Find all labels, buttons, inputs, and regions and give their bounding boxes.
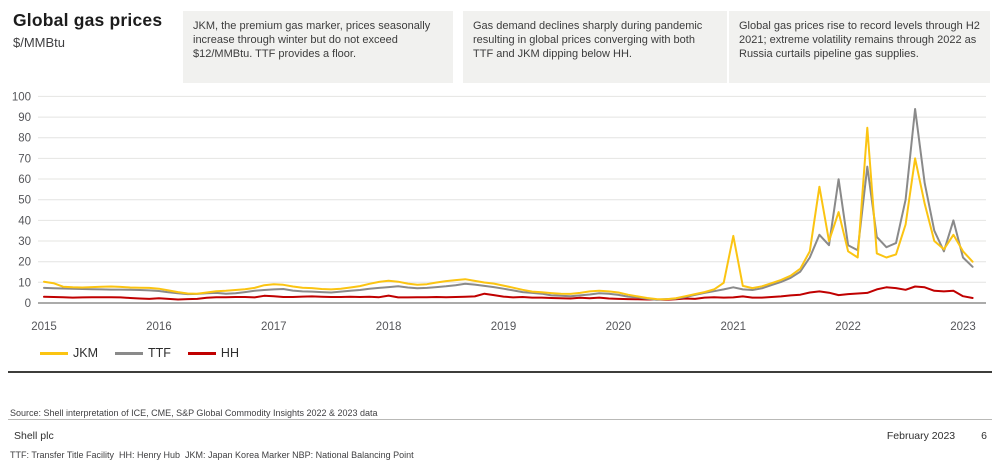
svg-text:2017: 2017: [261, 321, 287, 333]
svg-text:2023: 2023: [950, 321, 976, 333]
footer-divider: [8, 419, 992, 420]
title-block: Global gas prices $/MMBtu: [13, 10, 162, 50]
svg-text:0: 0: [25, 298, 31, 310]
svg-text:80: 80: [18, 133, 31, 145]
legend-item-jkm: JKM: [40, 346, 98, 360]
svg-text:10: 10: [18, 277, 31, 289]
svg-text:50: 50: [18, 195, 31, 207]
svg-text:40: 40: [18, 215, 31, 227]
annotation-pandemic: Gas demand declines sharply during pande…: [463, 11, 727, 83]
svg-text:2021: 2021: [721, 321, 747, 333]
slide-footer: Shell plc February 2023 6: [14, 430, 987, 442]
svg-text:60: 60: [18, 174, 31, 186]
svg-text:2020: 2020: [606, 321, 632, 333]
svg-text:100: 100: [12, 91, 31, 103]
hh-line-swatch-icon: [187, 351, 216, 355]
jkm-line-swatch-icon: [40, 351, 68, 355]
svg-text:2022: 2022: [835, 321, 861, 333]
legend-label-hh: HH: [220, 346, 239, 360]
page-title: Global gas prices: [13, 10, 163, 30]
svg-text:2018: 2018: [376, 321, 402, 333]
page-number: 6: [981, 430, 987, 442]
ttf-line-swatch-icon: [115, 351, 143, 355]
source-note: Source: Shell interpretation of ICE, CME…: [10, 408, 378, 418]
price-chart: 0 10 20 30 40 50 60 70 80 90 100 2015 2016 2017 2018 20…: [12, 91, 986, 333]
annotation-volatility: Global gas prices rise to record levels …: [729, 11, 990, 83]
definitions-note: TTF: Transfer Title Facility HH: Henry H…: [10, 450, 414, 460]
legend-label-ttf: TTF: [148, 346, 171, 360]
legend-label-jkm: JKM: [73, 346, 98, 360]
footnotes: Source: Shell interpretation of ICE, CME…: [10, 378, 414, 476]
svg-text:20: 20: [18, 257, 31, 269]
legend-item-hh: HH: [187, 346, 239, 360]
company-name: Shell plc: [14, 430, 54, 442]
legend-item-ttf: TTF: [115, 346, 171, 360]
svg-text:2016: 2016: [146, 321, 172, 333]
slide-date: February 2023: [886, 430, 956, 442]
chart-legend: JKM TTF HH: [40, 346, 239, 360]
svg-text:70: 70: [18, 153, 31, 165]
page-subtitle: $/MMBtu: [13, 35, 66, 50]
annotation-jkm-premium: JKM, the premium gas marker, prices seas…: [183, 11, 453, 83]
svg-text:2015: 2015: [31, 321, 57, 333]
content-divider: [8, 371, 992, 373]
svg-text:30: 30: [18, 236, 31, 248]
svg-text:2019: 2019: [491, 321, 517, 333]
svg-text:90: 90: [18, 112, 31, 124]
